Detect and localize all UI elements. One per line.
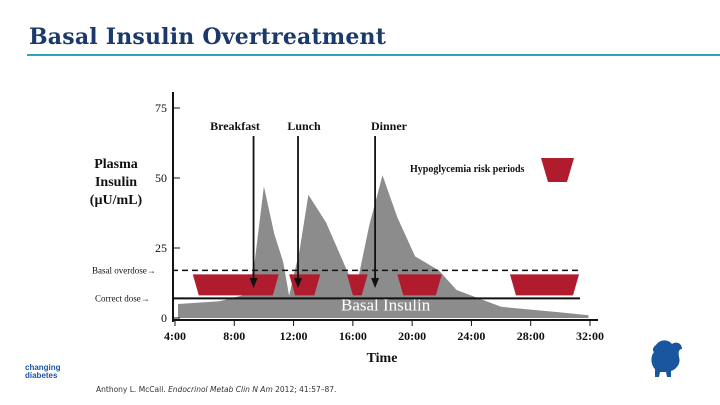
x-tick-label: 32:00 xyxy=(576,329,604,343)
logo-left-line2: diabetes xyxy=(25,371,58,380)
y-tick-label: 50 xyxy=(155,171,167,185)
basal-overdose-label: Basal overdose→ xyxy=(92,265,156,275)
meal-arrowhead-lunch xyxy=(294,278,303,288)
x-tick-label: 20:00 xyxy=(398,329,426,343)
meal-arrowhead-breakfast xyxy=(249,278,258,288)
x-tick-label: 16:00 xyxy=(339,329,367,343)
citation-journal: Endocrinol Metab Clin N Am xyxy=(168,385,273,394)
y-tick-label: 25 xyxy=(155,241,167,255)
bull-icon xyxy=(651,340,682,377)
risk-period-1 xyxy=(192,274,279,296)
x-tick-label: 28:00 xyxy=(517,329,545,343)
meal-label-dinner: Dinner xyxy=(371,119,408,133)
series-label-basal-insulin: Basal Insulin xyxy=(341,295,431,314)
y-tick-label: 75 xyxy=(155,101,167,115)
risk-period-3 xyxy=(346,274,368,296)
insulin-area xyxy=(178,175,589,318)
logo-left-line1: changing xyxy=(25,363,61,372)
title-divider xyxy=(27,54,720,56)
correct-dose-label: Correct dose→ xyxy=(95,293,150,303)
risk-period-5 xyxy=(509,274,579,296)
x-tick-label: 8:00 xyxy=(223,329,245,343)
citation-author: Anthony L. McCall. xyxy=(96,385,169,394)
y-tick-label: 0 xyxy=(161,311,167,325)
meal-arrowhead-dinner xyxy=(371,278,380,288)
meal-label-lunch: Lunch xyxy=(287,119,321,133)
x-tick-label: 12:00 xyxy=(280,329,308,343)
legend-label: Hypoglycemia risk periods xyxy=(410,164,525,175)
x-tick-label: 4:00 xyxy=(164,329,186,343)
x-axis-label: Time xyxy=(367,351,398,366)
y-axis-label-line: Plasma xyxy=(94,157,138,172)
slide-title: Basal Insulin Overtreatment xyxy=(29,24,387,50)
y-axis-label-line: Insulin xyxy=(95,175,137,190)
changing-diabetes-logo: changing diabetes xyxy=(25,364,67,380)
x-tick-label: 24:00 xyxy=(457,329,485,343)
citation-details: 2012; 41:57–87. xyxy=(272,385,337,394)
y-axis-label-line: (µU/mL) xyxy=(90,193,143,208)
novo-nordisk-logo xyxy=(638,335,696,387)
legend-risk-swatch xyxy=(541,158,574,182)
citation: Anthony L. McCall. Endocrinol Metab Clin… xyxy=(96,385,336,394)
meal-label-breakfast: Breakfast xyxy=(210,119,260,133)
risk-period-4 xyxy=(397,274,442,296)
